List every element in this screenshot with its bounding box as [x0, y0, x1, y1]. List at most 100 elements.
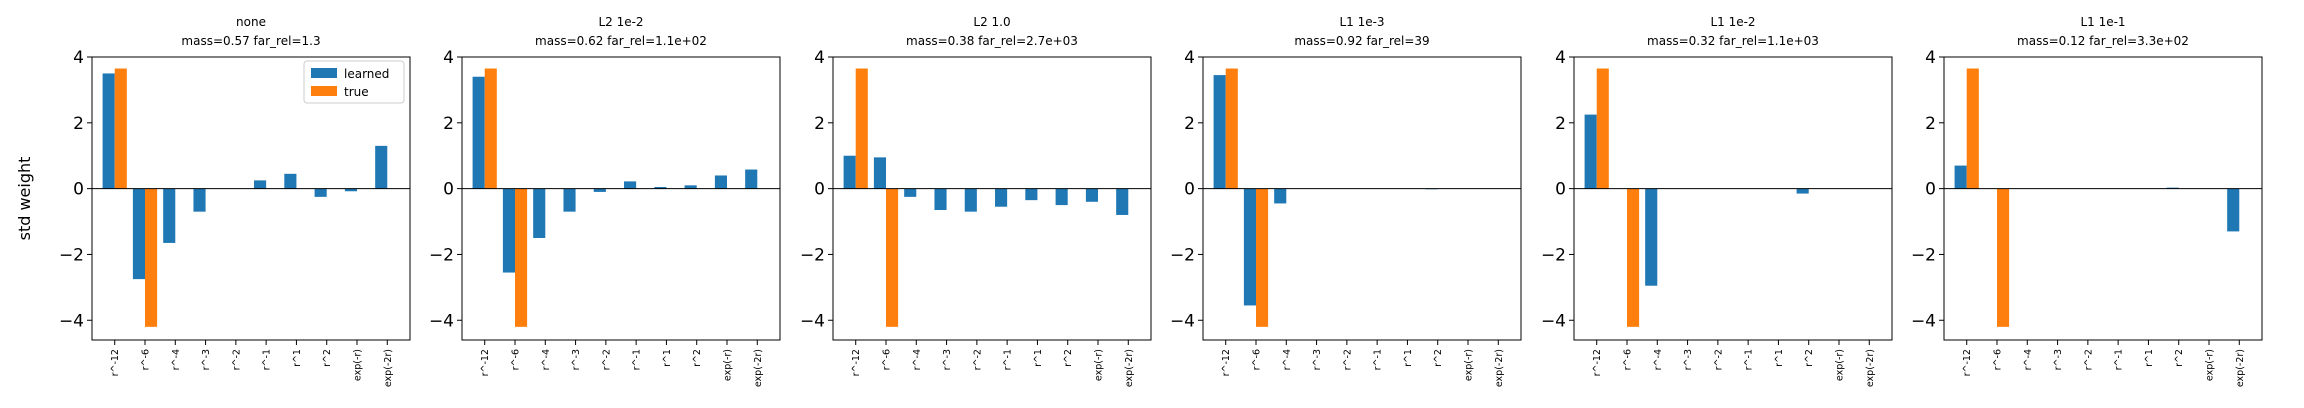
- x-tick-label: r^-4: [2023, 349, 2034, 370]
- x-tick-label: r^-4: [1653, 349, 1664, 370]
- bar-learned-r^1: [654, 186, 667, 189]
- y-tick-label: −4: [1911, 311, 1936, 331]
- x-tick-label: r^2: [2174, 349, 2185, 367]
- x-tick-label: r^-12: [851, 349, 862, 376]
- x-tick-label: exp(-2r): [383, 349, 394, 387]
- bar-learned-r^-12: [472, 76, 485, 189]
- x-tick-label: exp(-r): [353, 349, 364, 381]
- bar-learned-r^2: [1796, 188, 1809, 194]
- y-tick-label: −2: [59, 245, 84, 265]
- x-tick-label: r^-3: [2053, 349, 2064, 370]
- bar-learned-r^-4: [904, 188, 917, 197]
- bar-learned-exp(-2r): [375, 145, 388, 189]
- y-tick-label: −4: [1170, 311, 1195, 331]
- panel-title: L2 1.0: [973, 15, 1010, 29]
- y-tick-label: −2: [1170, 245, 1195, 265]
- bar-true-r^-12: [1225, 68, 1238, 189]
- y-tick-label: −2: [429, 245, 454, 265]
- y-tick-label: 0: [73, 180, 84, 200]
- plot-frame: [1573, 56, 1893, 341]
- x-tick-label: r^-2: [1342, 349, 1353, 370]
- y-tick-label: 4: [443, 48, 454, 68]
- panels: none mass=0.57 far_rel=1.3 4 2 0 −2 −4 r^-12 r^-…: [59, 15, 2263, 387]
- x-tick-label: r^-4: [1282, 349, 1293, 370]
- bar-learned-exp(-r): [1085, 188, 1098, 202]
- panel-4: L1 1e-2 mass=0.32 far_rel=1.1e+03 4 2 0 −2 −4 r…: [1541, 15, 1893, 387]
- x-tick-label: exp(-r): [1094, 349, 1105, 381]
- y-tick-label: −4: [800, 311, 825, 331]
- x-tick-label: r^1: [1403, 349, 1414, 367]
- panel-1: L2 1e-2 mass=0.62 far_rel=1.1e+02 4 2 0 −2 −4 r…: [429, 15, 781, 387]
- x-tick-label: r^2: [692, 349, 703, 367]
- bar-true-r^-6: [1256, 188, 1269, 327]
- bar-true-r^-6: [145, 188, 158, 327]
- x-tick-label: exp(-2r): [2235, 349, 2246, 387]
- bar-learned-r^-1: [995, 188, 1008, 207]
- panel-5: L1 1e-1 mass=0.12 far_rel=3.3e+02 4 2 0 −2 −4 r…: [1911, 15, 2263, 387]
- x-tick-label: r^-6: [1252, 349, 1263, 370]
- x-tick-label: r^-12: [110, 349, 121, 376]
- bar-true-r^-6: [886, 188, 899, 327]
- panel-0: none mass=0.57 far_rel=1.3 4 2 0 −2 −4 r^-12 r^-…: [59, 15, 411, 387]
- y-tick-label: 4: [1555, 48, 1566, 68]
- y-tick-label: 0: [443, 180, 454, 200]
- bar-learned-r^1: [1025, 188, 1038, 201]
- x-tick-label: r^-2: [1713, 349, 1724, 370]
- x-tick-label: r^-4: [912, 349, 923, 370]
- x-tick-label: r^1: [1033, 349, 1044, 367]
- x-tick-label: r^-3: [1312, 349, 1323, 370]
- y-tick-label: 0: [1925, 180, 1936, 200]
- bar-learned-exp(-r): [344, 188, 357, 192]
- bar-learned-r^2: [684, 185, 697, 189]
- y-tick-label: −4: [59, 311, 84, 331]
- bar-learned-r^-6: [132, 188, 145, 280]
- plot-frame: [91, 56, 411, 341]
- plot-frame: [832, 56, 1152, 341]
- panel-title: L2 1e-2: [598, 15, 643, 29]
- x-tick-label: r^-3: [942, 349, 953, 370]
- x-tick-label: r^2: [1433, 349, 1444, 367]
- x-tick-label: r^-1: [2114, 349, 2125, 370]
- panel-subtitle: mass=0.57 far_rel=1.3: [181, 34, 320, 48]
- bar-learned-exp(-2r): [1116, 188, 1129, 215]
- x-tick-label: exp(-r): [1464, 349, 1475, 381]
- x-tick-label: r^1: [1774, 349, 1785, 367]
- bar-learned-r^-3: [563, 188, 576, 212]
- bar-learned-r^-12: [1213, 75, 1226, 189]
- panel-3: L1 1e-3 mass=0.92 far_rel=39 4 2 0 −2 −4 r^-12 r…: [1170, 15, 1522, 387]
- bar-learned-r^-12: [102, 73, 115, 189]
- x-tick-label: r^-6: [1623, 349, 1634, 370]
- x-tick-label: r^-6: [141, 349, 152, 370]
- x-tick-label: r^-6: [511, 349, 522, 370]
- bar-learned-r^-12: [843, 155, 856, 189]
- bar-learned-r^-4: [1274, 188, 1287, 204]
- bar-learned-r^-1: [624, 181, 637, 189]
- panel-title: L1 1e-3: [1339, 15, 1384, 29]
- bar-true-r^-12: [484, 68, 497, 189]
- x-tick-label: r^-4: [541, 349, 552, 370]
- plot-frame: [1202, 56, 1522, 341]
- x-tick-label: exp(-r): [1835, 349, 1846, 381]
- panel-subtitle: mass=0.38 far_rel=2.7e+03: [906, 34, 1078, 48]
- x-tick-label: r^-1: [632, 349, 643, 370]
- bar-learned-r^-6: [873, 157, 886, 189]
- x-tick-label: r^2: [322, 349, 333, 367]
- y-tick-label: 2: [1555, 114, 1566, 134]
- bar-learned-r^-3: [193, 188, 206, 212]
- bar-learned-r^-2: [964, 188, 977, 212]
- x-tick-label: r^-12: [1592, 349, 1603, 376]
- x-tick-label: r^-2: [231, 349, 242, 370]
- x-tick-label: r^-2: [972, 349, 983, 370]
- x-tick-label: r^1: [2144, 349, 2155, 367]
- panel-title: none: [236, 15, 266, 29]
- x-tick-label: r^1: [292, 349, 303, 367]
- bar-learned-r^-6: [1243, 188, 1256, 306]
- x-tick-label: r^-12: [480, 349, 491, 376]
- y-tick-label: 0: [1555, 180, 1566, 200]
- y-tick-label: −4: [1541, 311, 1566, 331]
- x-tick-label: r^-12: [1962, 349, 1973, 376]
- bar-true-r^-12: [855, 68, 868, 189]
- bar-true-r^-6: [1627, 188, 1640, 327]
- bar-learned-exp(-2r): [2227, 188, 2240, 232]
